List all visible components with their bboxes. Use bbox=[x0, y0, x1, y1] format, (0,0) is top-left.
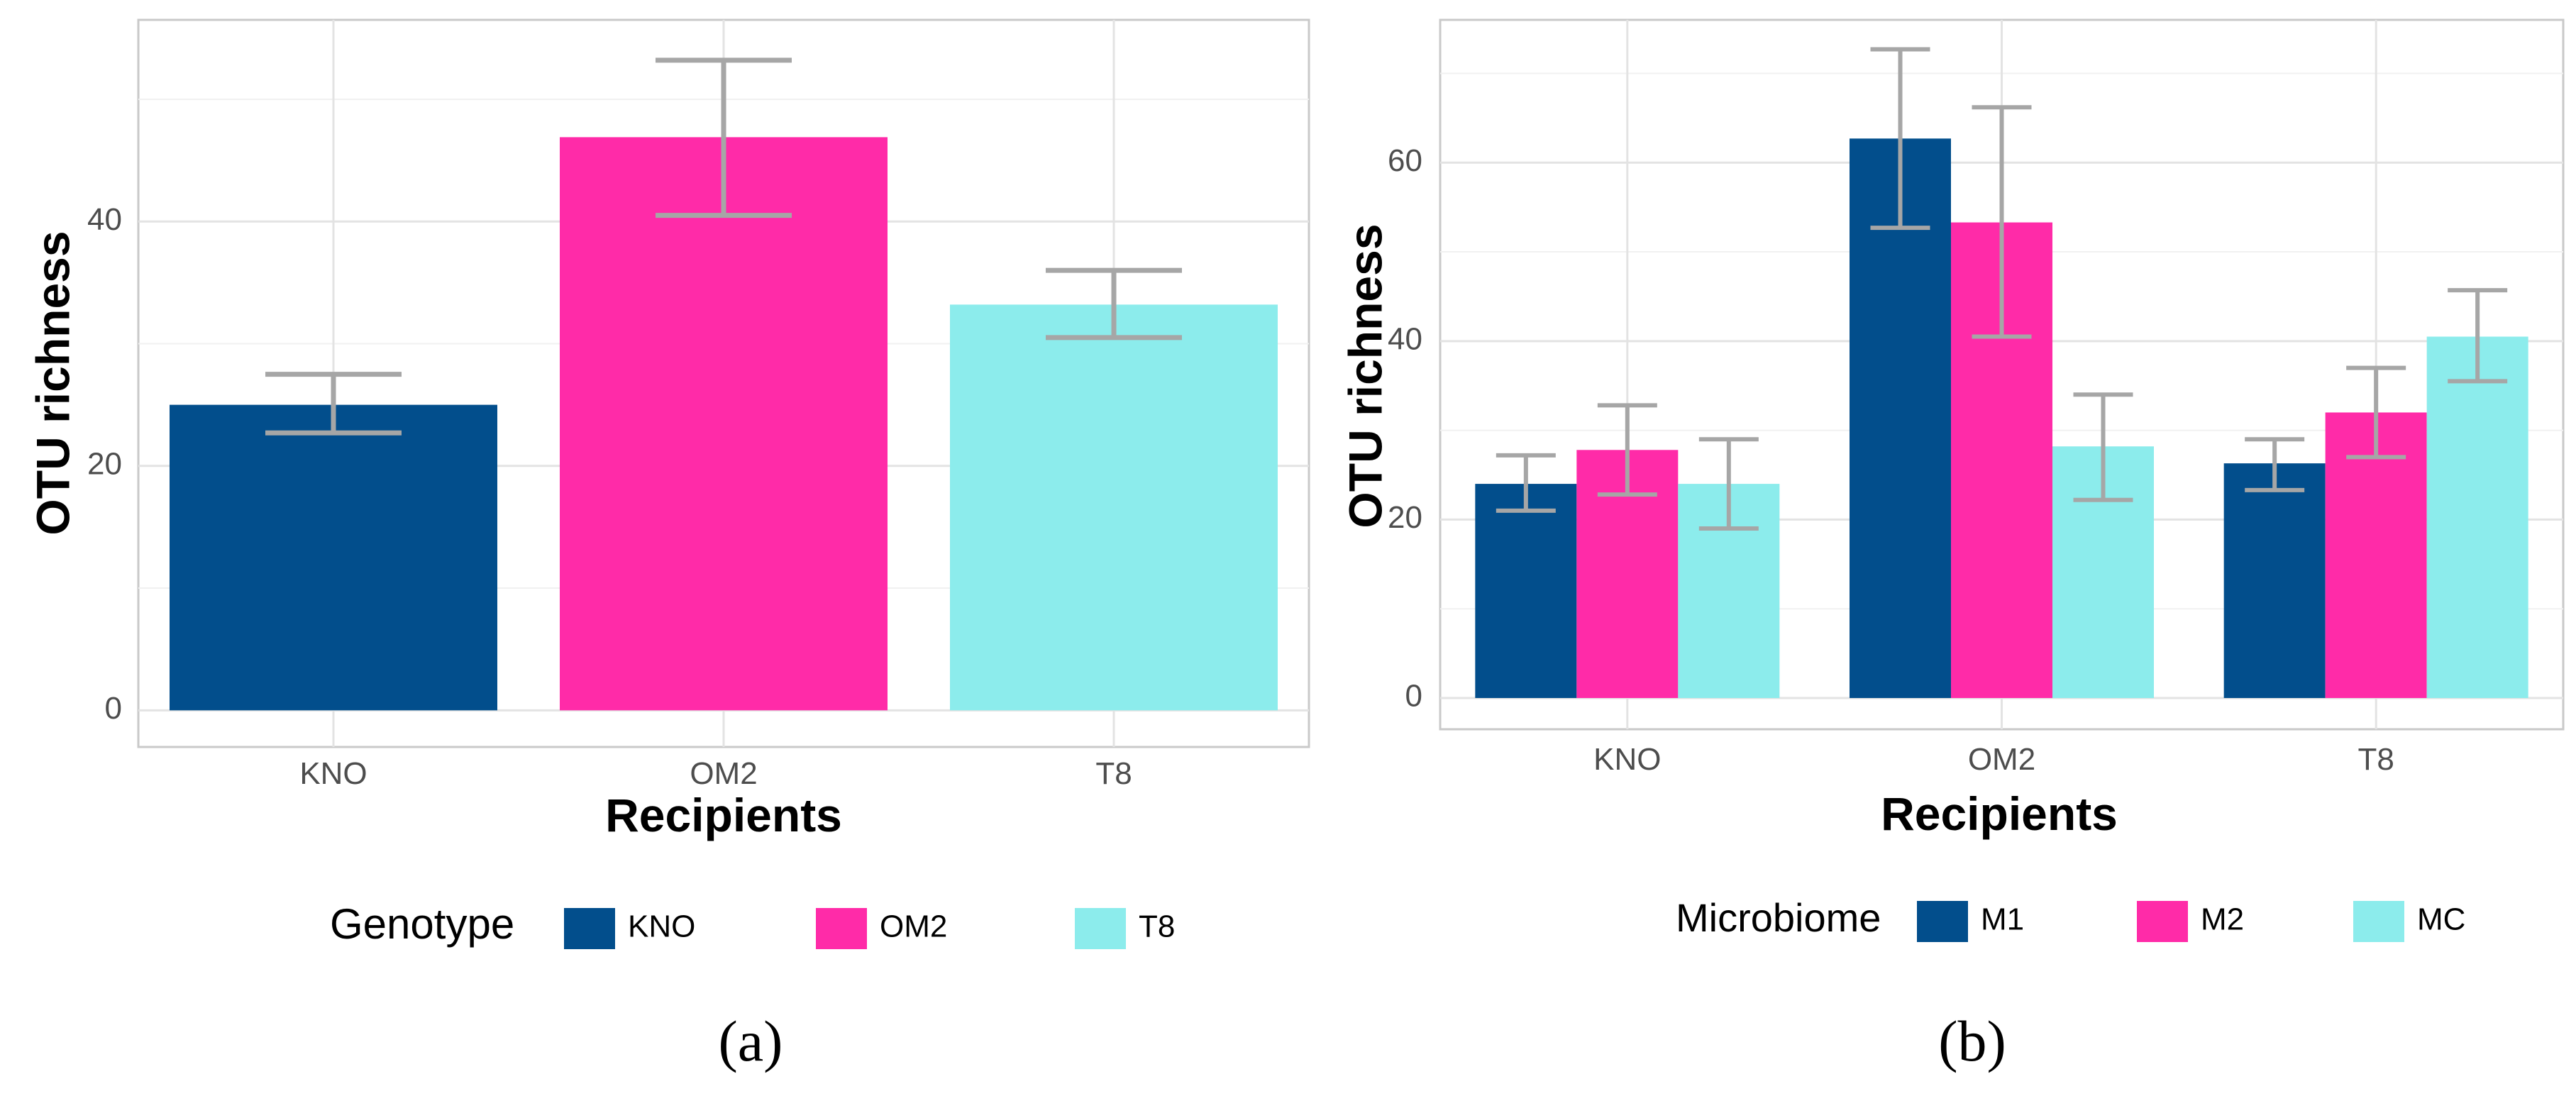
panel-b: 0 20 40 60 KNO OM2 T8 OTU richness Recipients… bbox=[1339, 18, 2565, 1073]
panel-a-y-ticks: 0 20 40 bbox=[87, 202, 122, 726]
error-bar-kno-mc bbox=[1698, 437, 1759, 531]
legend-swatch bbox=[564, 908, 615, 949]
panel-b-caption: (b) bbox=[1938, 1009, 2006, 1073]
error-bar-om2-mc bbox=[2073, 392, 2133, 502]
panel-a-legend: KNO OM2 T8 bbox=[564, 908, 1175, 949]
bar-om2-m1 bbox=[1850, 138, 1951, 698]
y-tick-label: 0 bbox=[105, 691, 122, 726]
legend-item-t8: T8 bbox=[1075, 908, 1175, 949]
legend-label: M2 bbox=[2201, 902, 2244, 937]
y-tick-label: 40 bbox=[87, 202, 122, 237]
panel-a-caption: (a) bbox=[718, 1009, 783, 1073]
legend-swatch bbox=[1075, 908, 1126, 949]
y-tick-label: 20 bbox=[87, 446, 122, 481]
panel-b-y-ticks: 0 20 40 60 bbox=[1388, 143, 1422, 714]
panel-a-error-bars bbox=[265, 57, 1182, 436]
legend-item-om2: OM2 bbox=[816, 908, 947, 949]
error-bar-kno-kno bbox=[265, 372, 402, 436]
x-tick-label-om2: OM2 bbox=[1968, 742, 2035, 777]
panel-a: 0 20 40 KNO OM2 T8 OTU richness Recipients G… bbox=[26, 18, 1310, 1073]
error-bar-t8-t8 bbox=[1046, 267, 1182, 341]
bar-t8-mc bbox=[2426, 336, 2528, 698]
error-bar-om2-m1 bbox=[1870, 47, 1930, 231]
panel-b-legend: M1 M2 MC bbox=[1917, 901, 2465, 942]
legend-item-mc: MC bbox=[2353, 901, 2465, 942]
y-tick-label: 60 bbox=[1388, 143, 1422, 178]
legend-item-m2: M2 bbox=[2137, 901, 2244, 942]
y-tick-label: 0 bbox=[1405, 679, 1422, 714]
error-bar-t8-m1 bbox=[2245, 437, 2305, 492]
bar-kno-m1 bbox=[1475, 484, 1577, 698]
bar-t8-t8 bbox=[950, 304, 1278, 711]
legend-label: M1 bbox=[1981, 902, 2024, 937]
panel-b-x-axis-title: Recipients bbox=[1881, 787, 2118, 840]
bar-t8-m2 bbox=[2325, 412, 2427, 698]
panel-a-legend-title: Genotype bbox=[330, 900, 514, 948]
panel-a-x-ticks: KNO OM2 T8 bbox=[299, 756, 1132, 791]
legend-label: OM2 bbox=[880, 909, 947, 944]
y-tick-label: 40 bbox=[1388, 321, 1422, 356]
x-tick-label-t8: T8 bbox=[1095, 756, 1132, 791]
error-bar-kno-m1 bbox=[1496, 453, 1556, 513]
panel-b-x-ticks: KNO OM2 T8 bbox=[1593, 742, 2394, 777]
panel-a-y-axis-title: OTU richness bbox=[26, 231, 79, 535]
bar-t8-m1 bbox=[2223, 463, 2326, 698]
x-tick-label-om2: OM2 bbox=[690, 756, 757, 791]
panel-b-error-bars bbox=[1496, 47, 2508, 531]
panel-b-y-axis-title: OTU richness bbox=[1339, 223, 1391, 528]
legend-label: T8 bbox=[1139, 909, 1175, 944]
legend-swatch bbox=[2137, 901, 2188, 942]
panel-a-x-axis-title: Recipients bbox=[605, 789, 842, 841]
error-bar-kno-m2 bbox=[1597, 403, 1657, 497]
legend-label: KNO bbox=[628, 909, 695, 944]
bar-kno-kno bbox=[170, 404, 497, 711]
legend-swatch bbox=[2353, 901, 2404, 942]
legend-item-kno: KNO bbox=[564, 908, 695, 949]
x-tick-label-t8: T8 bbox=[2357, 742, 2394, 777]
error-bar-t8-m2 bbox=[2346, 365, 2406, 460]
legend-swatch bbox=[816, 908, 867, 949]
y-tick-label: 20 bbox=[1388, 500, 1422, 535]
error-bar-om2-m2 bbox=[1972, 105, 2032, 339]
legend-item-m1: M1 bbox=[1917, 901, 2024, 942]
bar-om2-om2 bbox=[560, 137, 888, 711]
x-tick-label-kno: KNO bbox=[299, 756, 367, 791]
legend-swatch bbox=[1917, 901, 1968, 942]
error-bar-t8-mc bbox=[2448, 288, 2508, 384]
panel-b-legend-title: Microbiome bbox=[1676, 895, 1881, 940]
panel-a-bars bbox=[170, 137, 1278, 711]
error-bar-om2-om2 bbox=[656, 57, 792, 218]
x-tick-label-kno: KNO bbox=[1593, 742, 1661, 777]
legend-label: MC bbox=[2417, 902, 2465, 937]
